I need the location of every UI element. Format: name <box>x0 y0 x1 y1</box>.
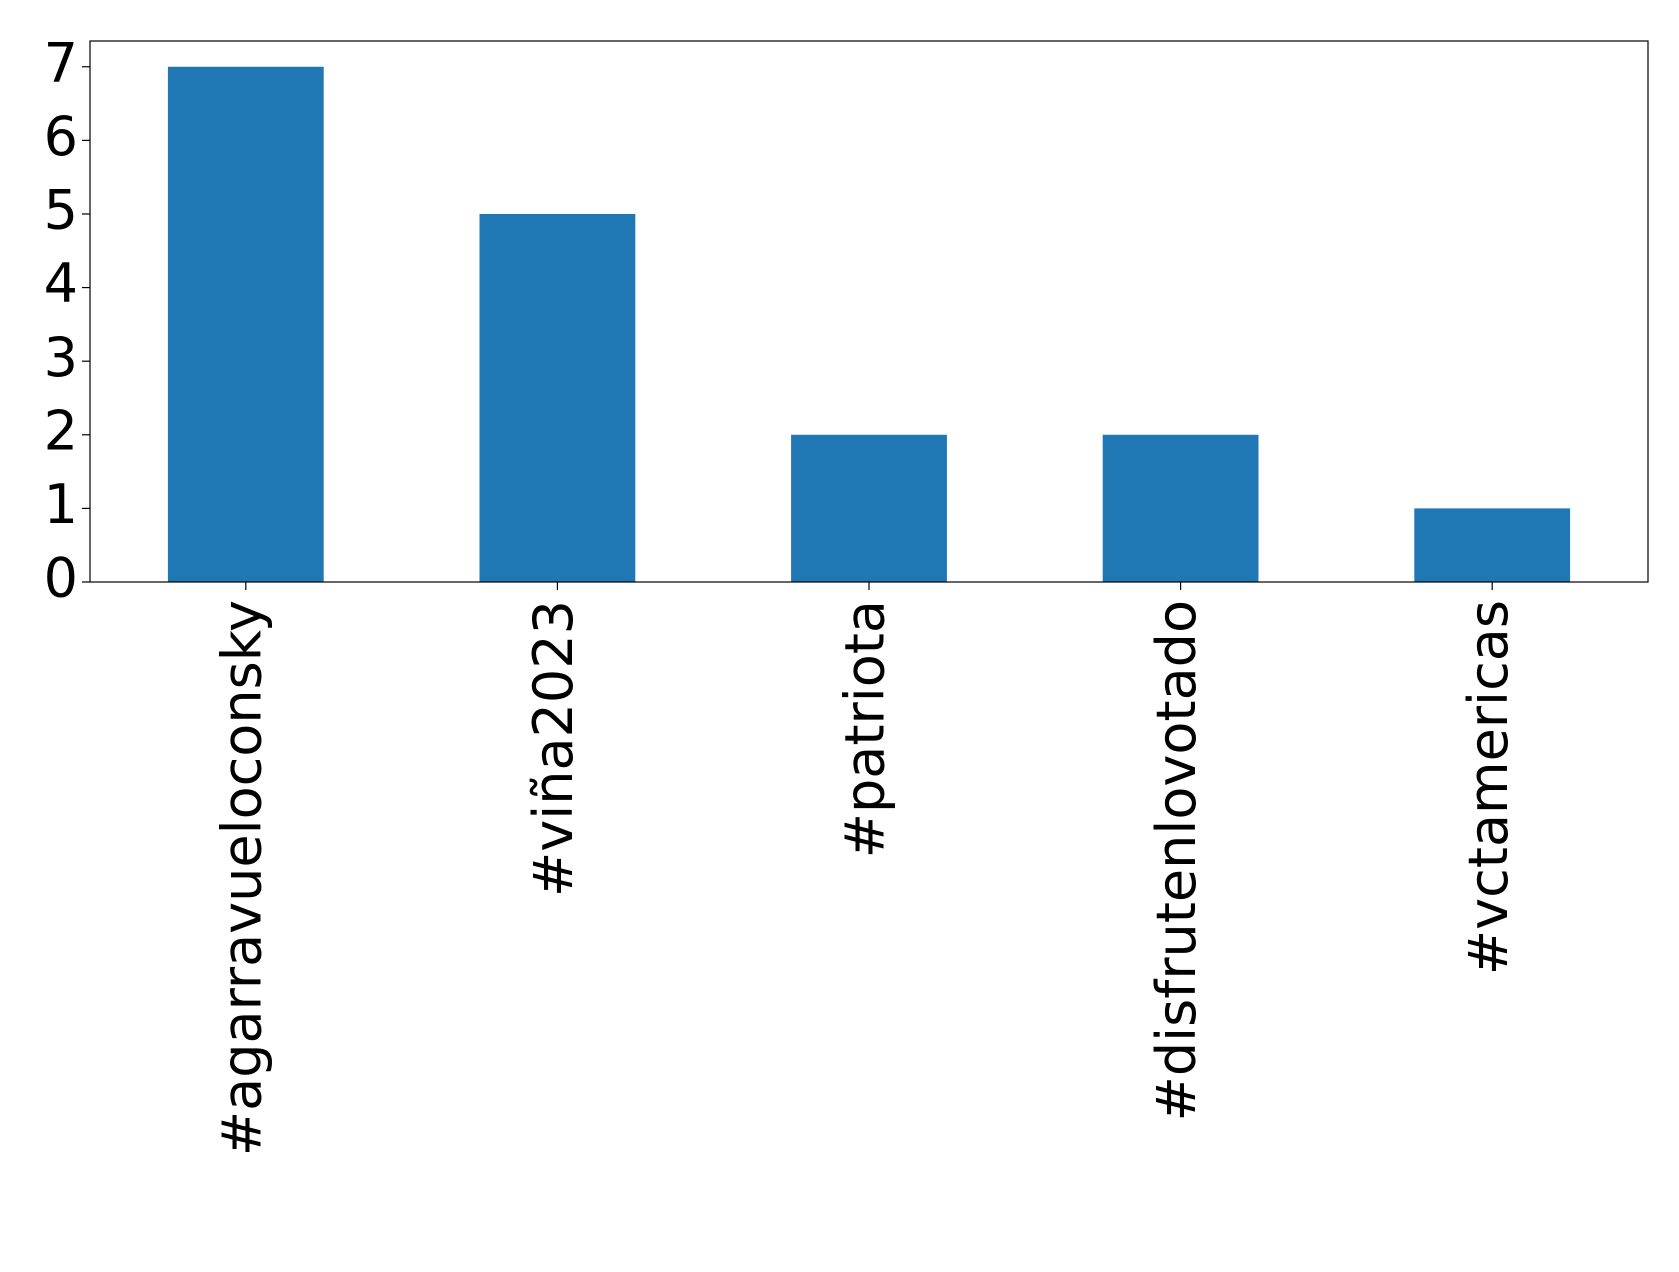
y-tick-label: 0 <box>44 547 78 610</box>
x-tick-label: #viña2023 <box>522 600 585 897</box>
y-tick-label: 4 <box>44 252 78 315</box>
plot-frame <box>89 40 1649 583</box>
y-tick-label: 6 <box>44 105 78 168</box>
bar <box>791 434 947 582</box>
y-tick-label: 5 <box>44 179 78 242</box>
x-tick-label: #disfrutenlovotado <box>1145 600 1208 1121</box>
y-tick-label: 2 <box>44 399 78 462</box>
y-tick-label: 7 <box>44 31 78 94</box>
x-tick-label: #patriota <box>834 600 897 858</box>
bar <box>479 213 636 583</box>
x-tick-label: #agarravueloconsky <box>210 600 273 1156</box>
bar <box>1414 508 1571 582</box>
x-tick-label: #vctamericas <box>1457 600 1520 975</box>
y-tick-label: 1 <box>44 473 78 536</box>
bar <box>167 66 324 582</box>
bar <box>1102 434 1259 582</box>
y-tick-label: 3 <box>44 326 78 389</box>
